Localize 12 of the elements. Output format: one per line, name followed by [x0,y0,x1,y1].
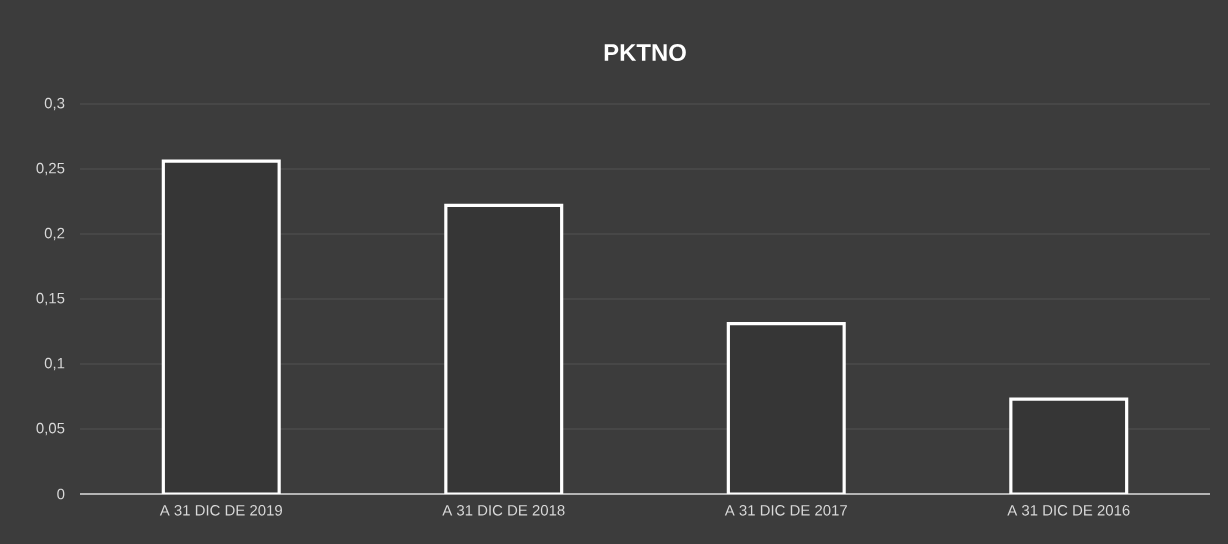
y-tick-label: 0,2 [44,227,65,241]
y-tick-label: 0,1 [44,357,65,371]
x-tick-label: A 31 DIC DE 2019 [159,505,282,516]
y-tick-label: 0,05 [36,422,65,436]
x-tick-label: A 31 DIC DE 2018 [442,505,565,516]
y-tick-label: 0,3 [44,97,65,111]
y-tick-label: 0,15 [36,292,65,306]
x-tick-label: A 31 DIC DE 2016 [1007,505,1130,516]
chart-title: PKTNO [604,44,686,61]
y-tick-label: 0,25 [36,162,65,176]
y-tick-label: 0 [57,488,65,500]
x-tick-label: A 31 DIC DE 2017 [724,505,847,516]
